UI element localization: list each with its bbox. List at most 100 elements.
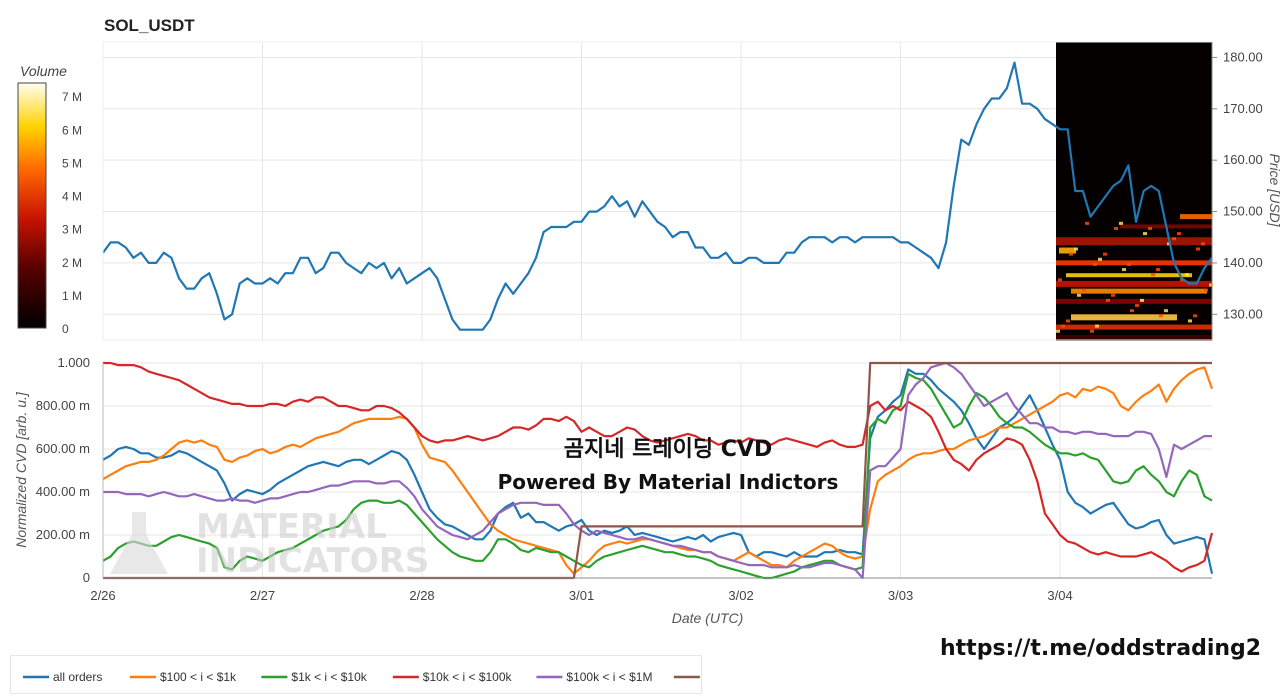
heatmap-cell <box>1082 288 1086 292</box>
heatmap-band <box>1071 288 1207 294</box>
heatmap-cell <box>1164 309 1168 313</box>
cvd-y-tick-label: 400.00 m <box>36 484 90 499</box>
legend-entry-label: all orders <box>53 670 102 684</box>
heatmap-cell <box>1193 314 1197 318</box>
x-tick-label: 3/04 <box>1047 588 1072 603</box>
heatmap-cell <box>1090 329 1094 333</box>
heatmap-band <box>1071 314 1177 321</box>
axes: 2/26 2/27 2/28 3/01 3/02 3/03 3/04 130.00 140.00… <box>13 41 1280 626</box>
heatmap-band <box>1066 273 1192 278</box>
x-tick-label: 2/27 <box>250 588 275 603</box>
heatmap-cell <box>1172 237 1176 241</box>
colorbar-tick-label: 5 M <box>62 156 82 170</box>
heatmap-cell <box>1058 278 1062 282</box>
price-y-tick-label: 180.00 <box>1223 49 1263 64</box>
cvd-series-line <box>103 361 1212 580</box>
heatmap-cell <box>1122 268 1126 272</box>
price-y-tick-label: 170.00 <box>1223 101 1263 116</box>
heatmap-band <box>1180 214 1212 220</box>
legend-entry-label: $100k < i < $1M <box>566 670 652 684</box>
legend: all orders $100 < i < $1k $1k < i < $10k $1… <box>10 655 787 694</box>
cvd-y-tick-label: 800.00 m <box>36 398 90 413</box>
heatmap-cell <box>1196 247 1200 251</box>
x-tick-label: 3/03 <box>888 588 913 603</box>
heatmap-cell <box>1056 329 1060 333</box>
heatmap-cell <box>1135 304 1139 308</box>
heatmap-cell <box>1061 324 1065 328</box>
heatmap-band <box>1056 298 1212 304</box>
heatmap-cell <box>1069 252 1073 256</box>
cvd-y-tick-label: 0 <box>83 570 90 585</box>
heatmap-cell <box>1095 324 1099 328</box>
heatmap-cell <box>1077 293 1081 297</box>
cvd-series-line <box>102 368 1214 574</box>
volume-colorbar: Volume 0 1 M 2 M 3 M 4 M 5 M 6 M 7 M <box>17 63 82 336</box>
heatmap-band <box>1056 260 1212 266</box>
heatmap-band <box>1056 324 1212 330</box>
heatmap-cell <box>1119 221 1123 225</box>
x-tick-label: 3/01 <box>569 588 594 603</box>
colorbar-tick-label: 3 M <box>62 223 82 237</box>
heatmap-cell <box>1204 288 1208 292</box>
x-tick-label: 2/26 <box>90 588 115 603</box>
colorbar-gradient <box>17 82 47 329</box>
watermark-logo-text: MATERIAL <box>196 507 387 547</box>
cvd-y-axis-title: Normalized CVD [arb. u.] <box>13 391 29 548</box>
heatmap-cell <box>1111 293 1115 297</box>
price-y-tick-label: 140.00 <box>1223 255 1263 270</box>
watermark-logo-text: INDICATORS <box>196 541 429 581</box>
cvd-y-tick-label: 200.00 m <box>36 527 90 542</box>
heatmap-cell <box>1093 262 1097 266</box>
colorbar-title: Volume <box>20 63 67 79</box>
colorbar-tick-label: 1 M <box>62 289 82 303</box>
price-y-axis-title: Price [USD] <box>1267 153 1280 227</box>
colorbar-tick-label: 4 M <box>62 190 82 204</box>
heatmap-band <box>1056 334 1212 341</box>
x-axis-title: Date (UTC) <box>672 610 744 626</box>
overlay-title: 곰지네 트레이딩 CVD <box>564 437 772 462</box>
cvd-y-tick-label: 600.00 m <box>36 441 90 456</box>
heatmap-cell <box>1085 221 1089 225</box>
telegram-url[interactable]: https://t.me/oddstrading2 <box>940 636 1262 661</box>
legend-entry-label: $1k < i < $10k <box>291 670 367 684</box>
heatmap-cell <box>1114 226 1118 230</box>
heatmap-cell <box>1106 298 1110 302</box>
heatmap-band <box>1056 237 1212 246</box>
colorbar-tick-label: 7 M <box>62 90 82 104</box>
heatmap-cell <box>1098 257 1102 261</box>
price-frame <box>102 41 1213 341</box>
price-y-tick-label: 130.00 <box>1223 306 1263 321</box>
flask-icon <box>110 512 168 574</box>
price-line <box>102 61 1213 331</box>
heatmap-cell <box>1140 298 1144 302</box>
cvd-y-tick-label: 1.000 <box>57 355 90 370</box>
colorbar-tick-label: 6 M <box>62 123 82 137</box>
heatmap-cell <box>1201 242 1205 246</box>
chart-title: SOL_USDT <box>104 16 195 35</box>
overlay-subtitle: Powered By Material Indictors <box>498 470 839 494</box>
heatmap-band <box>1056 280 1212 287</box>
cvd-series-line <box>102 372 1213 580</box>
heatmap-cell <box>1127 262 1131 266</box>
cvd-series-line <box>103 361 1214 573</box>
heatmap-band <box>1059 247 1076 254</box>
heatmap-cell <box>1188 319 1192 323</box>
heatmap-cell <box>1066 319 1070 323</box>
legend-entry-label: $10k < i < $100k <box>423 670 513 684</box>
heatmap-cell <box>1177 232 1181 236</box>
legend-entry-label: $100 < i < $1k <box>160 670 237 684</box>
price-y-tick-label: 160.00 <box>1223 152 1263 167</box>
heatmap-cell <box>1159 314 1163 318</box>
cvd-plot <box>102 361 1214 580</box>
heatmap-cell <box>1185 273 1189 277</box>
price-y-tick-label: 150.00 <box>1223 204 1263 219</box>
x-tick-label: 3/02 <box>728 588 753 603</box>
heatmap-cell <box>1130 309 1134 313</box>
heatmap-cell <box>1209 283 1213 287</box>
heatmap-cell <box>1074 247 1078 251</box>
heatmap-cell <box>1151 273 1155 277</box>
heatmap-cell <box>1148 226 1152 230</box>
